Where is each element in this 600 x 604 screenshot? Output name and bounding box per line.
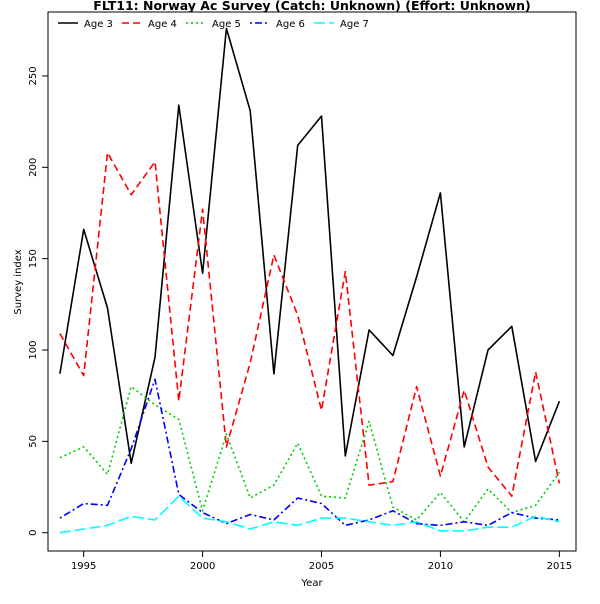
series-line-age-7 — [59, 495, 560, 534]
legend-label: Age 3 — [84, 19, 113, 30]
y-tick-label: 100 — [28, 340, 39, 359]
legend-label: Age 4 — [148, 19, 177, 30]
x-axis-label: Year — [300, 578, 323, 589]
x-axis: 1995 2000 2005 2010 2015 — [71, 551, 572, 572]
x-tick-label: 2010 — [428, 561, 453, 572]
y-tick-label: 200 — [28, 158, 39, 177]
y-axis-label: Survey index — [13, 249, 24, 314]
x-tick-label: 1995 — [71, 561, 96, 572]
y-tick-label: 250 — [28, 66, 39, 85]
series-layer — [59, 27, 561, 534]
legend-label: Age 7 — [340, 19, 369, 30]
x-tick-label: 2005 — [309, 561, 334, 572]
chart-title: FLT11: Norway Ac Survey (Catch: Unknown)… — [93, 0, 530, 13]
x-tick-label: 2015 — [547, 561, 572, 572]
legend: Age 3 Age 4 Age 5 Age 6 Age 7 — [58, 19, 369, 30]
y-tick-label: 50 — [28, 435, 39, 448]
plot-frame — [47, 11, 577, 552]
y-axis: 0 50 100 150 200 250 — [28, 66, 48, 536]
legend-label: Age 6 — [276, 19, 305, 30]
legend-label: Age 5 — [212, 19, 241, 30]
y-tick-label: 150 — [28, 249, 39, 268]
series-line-age-5 — [59, 385, 561, 523]
x-tick-label: 2000 — [190, 561, 215, 572]
series-line-age-4 — [59, 151, 561, 498]
series-line-age-6 — [59, 378, 560, 527]
y-tick-label: 0 — [28, 530, 39, 536]
series-line-age-3 — [59, 27, 561, 465]
